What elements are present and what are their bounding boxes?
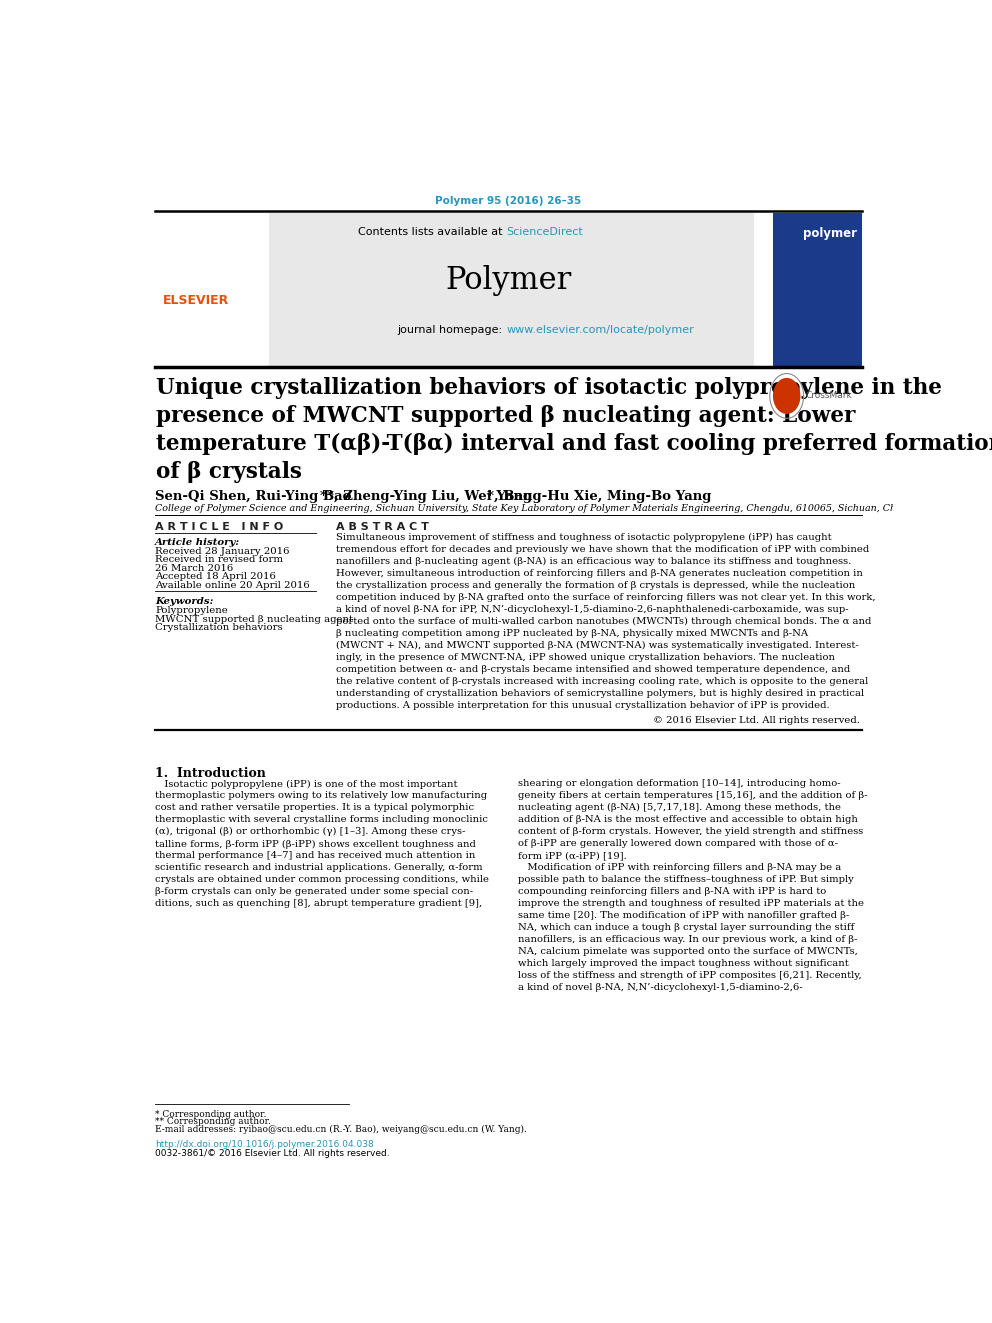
Text: A R T I C L E   I N F O: A R T I C L E I N F O	[155, 523, 284, 532]
Text: **, Zheng-Ying Liu, Wei Yang: **, Zheng-Ying Liu, Wei Yang	[320, 490, 532, 503]
FancyBboxPatch shape	[155, 213, 269, 366]
Text: © 2016 Elsevier Ltd. All rights reserved.: © 2016 Elsevier Ltd. All rights reserved…	[654, 716, 860, 725]
Text: Crystallization behaviors: Crystallization behaviors	[155, 623, 283, 632]
Text: ELSEVIER: ELSEVIER	[163, 294, 229, 307]
Text: Polymer 95 (2016) 26–35: Polymer 95 (2016) 26–35	[435, 196, 581, 205]
Text: Unique crystallization behaviors of isotactic polypropylene in the
presence of M: Unique crystallization behaviors of isot…	[157, 377, 992, 483]
Text: http://dx.doi.org/10.1016/j.polymer.2016.04.038: http://dx.doi.org/10.1016/j.polymer.2016…	[155, 1139, 374, 1148]
FancyBboxPatch shape	[155, 213, 755, 366]
Text: 0032-3861/© 2016 Elsevier Ltd. All rights reserved.: 0032-3861/© 2016 Elsevier Ltd. All right…	[155, 1148, 390, 1158]
Text: Simultaneous improvement of stiffness and toughness of isotactic polypropylene (: Simultaneous improvement of stiffness an…	[335, 533, 875, 710]
Text: 1.  Introduction: 1. Introduction	[155, 767, 266, 781]
Text: A B S T R A C T: A B S T R A C T	[335, 523, 429, 532]
Text: Accepted 18 April 2016: Accepted 18 April 2016	[155, 573, 276, 581]
Text: www.elsevier.com/locate/polymer: www.elsevier.com/locate/polymer	[506, 325, 693, 335]
Text: Available online 20 April 2016: Available online 20 April 2016	[155, 581, 310, 590]
Text: CrossMark: CrossMark	[806, 392, 852, 401]
Text: Received 28 January 2016: Received 28 January 2016	[155, 546, 290, 556]
Text: Article history:: Article history:	[155, 537, 240, 546]
Text: Sen-Qi Shen, Rui-Ying Bao: Sen-Qi Shen, Rui-Ying Bao	[155, 490, 351, 503]
Text: polymer: polymer	[803, 226, 857, 239]
Text: Contents lists available at: Contents lists available at	[358, 228, 506, 237]
Text: MWCNT supported β nucleating agent: MWCNT supported β nucleating agent	[155, 615, 353, 623]
Text: College of Polymer Science and Engineering, Sichuan University, State Key Labora: College of Polymer Science and Engineeri…	[155, 504, 911, 513]
FancyBboxPatch shape	[773, 213, 862, 366]
Text: Isotactic polypropylene (iPP) is one of the most important
thermoplastic polymer: Isotactic polypropylene (iPP) is one of …	[155, 779, 489, 909]
Text: Received in revised form: Received in revised form	[155, 556, 283, 565]
Text: 26 March 2016: 26 March 2016	[155, 564, 233, 573]
Text: *, Bang-Hu Xie, Ming-Bo Yang: *, Bang-Hu Xie, Ming-Bo Yang	[487, 490, 711, 503]
Text: E-mail addresses: ryibao@scu.edu.cn (R.-Y. Bao), weiyang@scu.edu.cn (W. Yang).: E-mail addresses: ryibao@scu.edu.cn (R.-…	[155, 1125, 527, 1134]
Text: ScienceDirect: ScienceDirect	[506, 228, 583, 237]
Text: shearing or elongation deformation [10–14], introducing homo-
geneity fibers at : shearing or elongation deformation [10–1…	[518, 779, 867, 991]
Circle shape	[774, 378, 800, 413]
Text: Keywords:: Keywords:	[155, 597, 213, 606]
Text: * Corresponding author.: * Corresponding author.	[155, 1110, 267, 1119]
Text: journal homepage:: journal homepage:	[398, 325, 506, 335]
Text: ** Corresponding author.: ** Corresponding author.	[155, 1118, 271, 1126]
Text: Polypropylene: Polypropylene	[155, 606, 228, 615]
Text: Polymer: Polymer	[445, 265, 571, 296]
